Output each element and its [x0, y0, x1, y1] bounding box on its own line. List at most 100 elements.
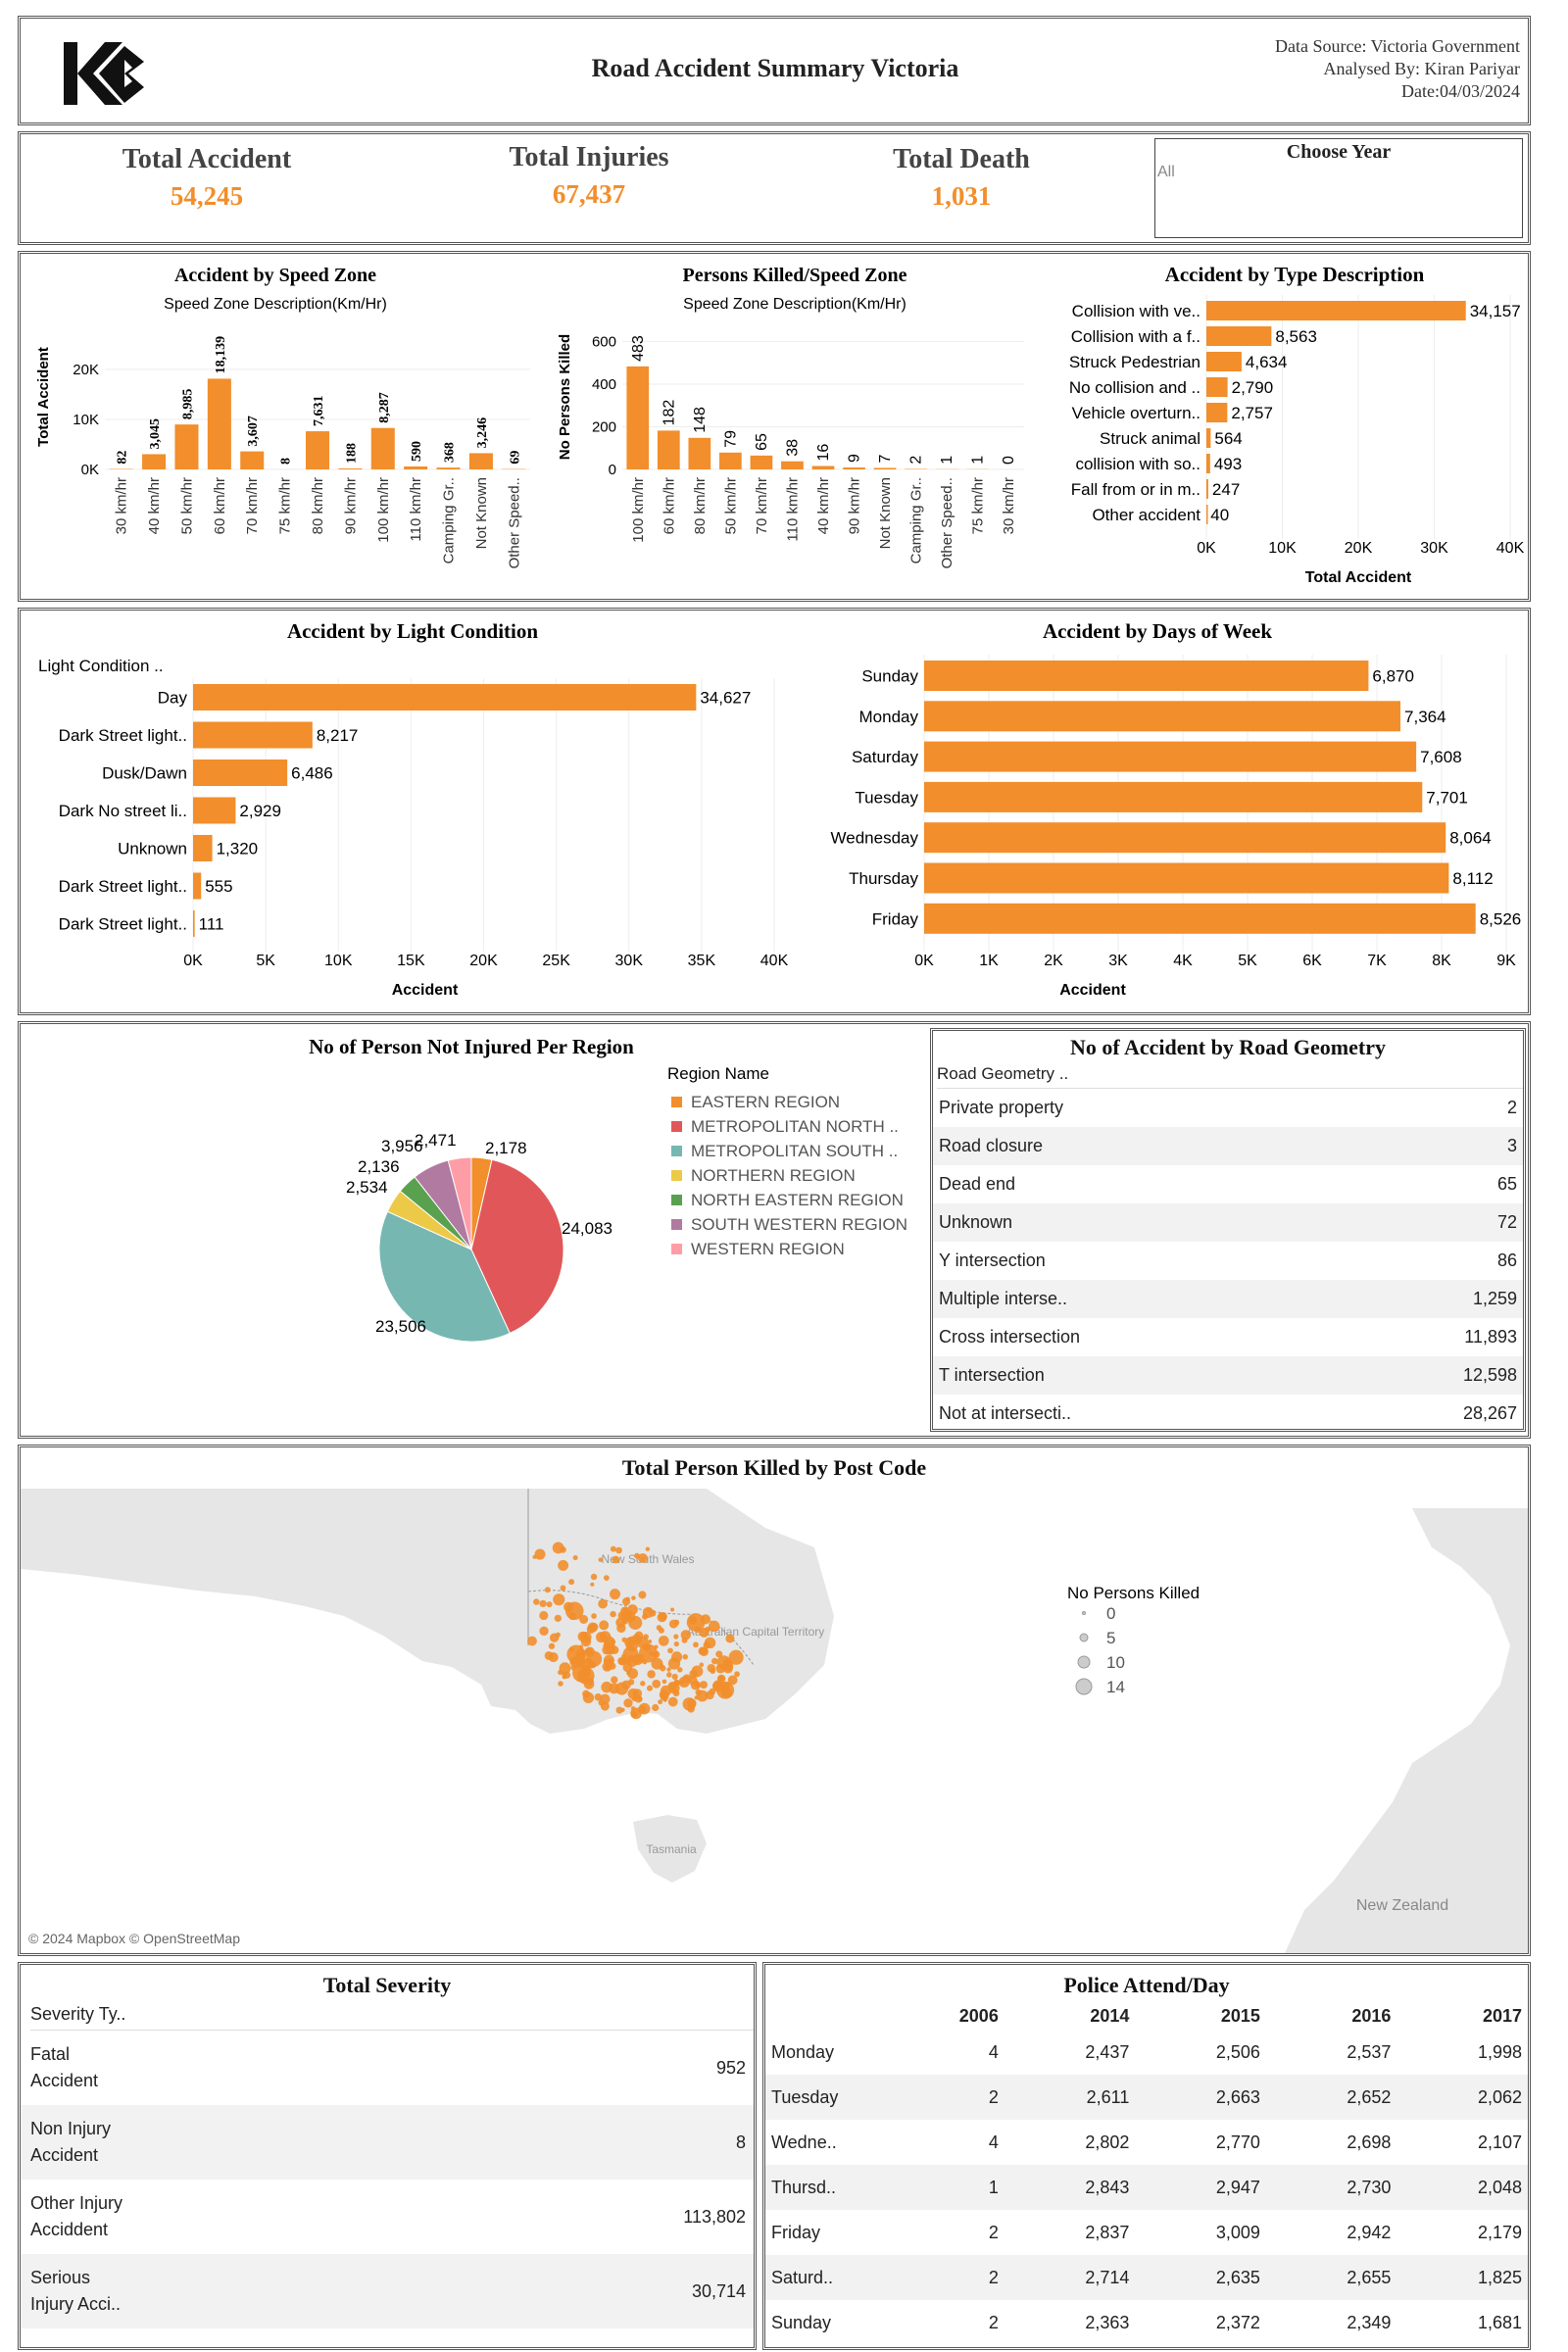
map-point	[559, 1662, 571, 1675]
bar	[193, 910, 195, 937]
table-row: Friday 2 2,837 3,009 2,942 2,179	[765, 2210, 1528, 2255]
bar	[1206, 326, 1272, 346]
kpi-panel: Total Accident 54,245 Total Injuries 67,…	[18, 131, 1531, 245]
map-legend-marker	[1077, 1655, 1091, 1669]
chart-title: Persons Killed/Speed Zone	[683, 265, 907, 286]
bar	[924, 741, 1417, 772]
row-value: 72	[1346, 1203, 1523, 1242]
x-tick-label: 70 km/hr	[754, 477, 770, 534]
data-label: 8,064	[1449, 829, 1492, 848]
speed-zone-accident-chart: Accident by Speed Zone Speed Zone Descrip…	[35, 265, 530, 568]
map-legend-label: 14	[1106, 1678, 1125, 1696]
category-label: Struck Pedestrian	[1069, 353, 1200, 371]
chart-title: Accident by Speed Zone	[174, 265, 376, 286]
x-tick-label: Not Known	[473, 477, 490, 549]
map-attribution: © 2024 Mapbox © OpenStreetMap	[28, 1931, 240, 1946]
map-point	[658, 1635, 669, 1646]
x-tick-label: 0K	[1197, 540, 1216, 557]
category-label: Vehicle overturn..	[1072, 404, 1200, 422]
row-value: 113,802	[683, 2206, 746, 2227]
map-point	[628, 1615, 643, 1630]
cell-value: 2,611	[1004, 2075, 1136, 2120]
legend-swatch	[671, 1146, 682, 1156]
police-table: 2006 2014 2015 2016 2017 Monday 4 2,437 2,506 2,5…	[765, 2002, 1528, 2345]
x-tick-label: 20K	[469, 953, 498, 969]
legend-swatch	[671, 1097, 682, 1107]
place-label: New South Wales	[602, 1552, 695, 1566]
map-point	[548, 1652, 559, 1663]
severity-table: Fatal Accident 952 Non Injury Accident 8 Other…	[21, 2031, 754, 2328]
x-tick-label: 70 km/hr	[244, 477, 261, 534]
slice-label: 23,506	[375, 1317, 426, 1336]
row-label-line: Non Injury	[30, 2119, 112, 2138]
map-point	[610, 1545, 616, 1552]
table-row: Not at intersecti.. 28,267	[933, 1395, 1523, 1433]
place-label: Australian Capital Territory	[687, 1625, 825, 1639]
map-point	[666, 1672, 672, 1678]
kpi-value: 67,437	[552, 179, 626, 209]
map-point	[637, 1696, 643, 1702]
data-label: 34,627	[700, 689, 751, 708]
table-row: Fatal Accident 952	[21, 2031, 754, 2105]
data-label: 9	[847, 454, 863, 463]
row-label: Non Injury Accident	[21, 2105, 451, 2180]
bar	[142, 454, 167, 469]
x-tick-label: Camping Gr..	[908, 477, 925, 564]
data-label: 182	[661, 400, 677, 426]
bar	[1206, 505, 1208, 524]
data-label: 2	[908, 456, 925, 465]
year-filter[interactable]: Choose Year All	[1154, 138, 1523, 238]
map-point	[652, 1679, 662, 1689]
row-label: Serious Injury Acci..	[21, 2254, 451, 2328]
legend-label: NORTH EASTERN REGION	[691, 1191, 904, 1209]
x-tick-label: 75 km/hr	[277, 477, 294, 534]
table-row: Saturd.. 2 2,714 2,635 2,655 1,825	[765, 2255, 1528, 2300]
data-label: 16	[815, 444, 832, 462]
table-row: Multiple interse.. 1,259	[933, 1280, 1523, 1318]
map-point	[688, 1676, 698, 1686]
map-point	[622, 1607, 628, 1613]
map-legend-title: No Persons Killed	[1067, 1584, 1200, 1602]
map-point	[533, 1598, 540, 1605]
map-point	[598, 1557, 604, 1562]
table-row: Dead end 65	[933, 1165, 1523, 1203]
map-point	[691, 1665, 704, 1678]
kpi-total-accident: Total Accident 54,245	[60, 144, 354, 212]
category-label: Sunday	[861, 667, 918, 686]
map-point	[539, 1626, 549, 1636]
bar	[468, 453, 493, 469]
slice-label: 2,136	[358, 1157, 400, 1176]
map-point	[564, 1601, 574, 1612]
map-point	[572, 1554, 578, 1561]
row-label-line: Accident	[30, 2071, 99, 2090]
map-point	[645, 1546, 651, 1551]
table-row: Sunday 2 2,363 2,372 2,349 1,681	[765, 2300, 1528, 2345]
x-tick-label: 60 km/hr	[661, 477, 677, 534]
data-label: 7,631	[312, 396, 326, 427]
data-label: 34,157	[1470, 302, 1521, 320]
chart-title: No of Person Not Injured Per Region	[309, 1035, 634, 1058]
table-row: Unknown 72	[933, 1203, 1523, 1242]
x-tick-label: Camping Gr..	[441, 477, 458, 564]
map-point	[679, 1680, 685, 1686]
map-point	[725, 1634, 735, 1643]
map-point	[611, 1676, 618, 1684]
cell-value: 4	[988, 2041, 999, 2062]
row-label: Other Injury Acciddent	[21, 2180, 450, 2254]
x-tick-label: 2K	[1044, 953, 1063, 969]
kpi-label: Total Accident	[122, 144, 292, 174]
y-tick-label: 0K	[81, 462, 99, 478]
year-filter-value[interactable]: All	[1157, 164, 1175, 180]
y-tick-label: 0	[609, 462, 616, 478]
row-label: Multiple interse..	[933, 1280, 1347, 1318]
police-title: Police Attend/Day	[1063, 1973, 1230, 1997]
post-code-map[interactable]: New South Wales Australian Capital Territ…	[21, 1489, 1528, 1953]
map-point	[586, 1625, 596, 1634]
cell-value: 2,770	[1215, 2132, 1260, 2152]
map-point	[610, 1610, 616, 1618]
new-zealand-landmass	[1285, 1508, 1528, 1953]
bar	[1206, 301, 1466, 320]
x-tick-label: Other Speed..	[939, 477, 956, 568]
y-tick-label: 400	[592, 376, 616, 393]
map-legend-label: 10	[1106, 1653, 1125, 1672]
